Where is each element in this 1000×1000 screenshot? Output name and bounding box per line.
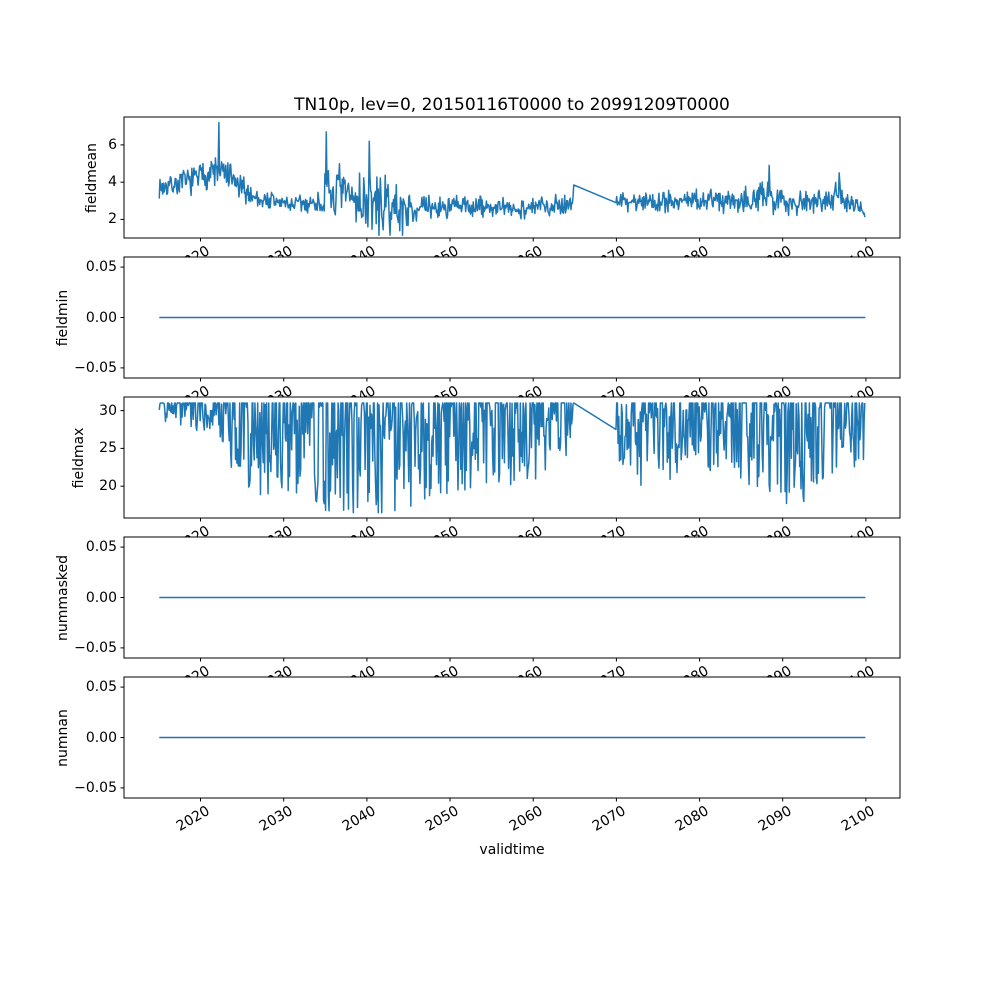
y-tick-label: 0.00	[85, 309, 117, 326]
y-tick-label: 0.00	[85, 729, 117, 746]
y-axis-label-numnan: numnan	[55, 708, 71, 767]
y-tick-label: 0.00	[85, 589, 117, 606]
x-axis-label: validtime	[479, 842, 545, 858]
y-axis-label-fieldmean: fieldmean	[84, 142, 100, 213]
y-tick-label: 30	[99, 402, 117, 419]
y-tick-label: 25	[99, 440, 117, 457]
subplot-fieldmin	[120, 256, 901, 382]
subplot-fieldmean	[120, 116, 901, 242]
subplot-fieldmax	[120, 396, 901, 522]
y-tick-label: −0.05	[74, 639, 117, 656]
subplot-numnan	[120, 676, 901, 802]
y-axis-label-fieldmax: fieldmax	[71, 427, 87, 488]
y-axis-label-fieldmin: fieldmin	[55, 289, 71, 346]
axes-frame	[123, 396, 901, 519]
y-tick-label: 2	[108, 211, 117, 228]
y-tick-label: 20	[99, 478, 117, 495]
y-tick-label: 0.05	[85, 679, 117, 696]
y-tick-label: −0.05	[74, 779, 117, 796]
y-axis-label-nummasked: nummasked	[55, 554, 71, 641]
series-line-fieldmax	[158, 402, 866, 514]
y-tick-label: 0.05	[85, 539, 117, 556]
y-tick-label: 6	[108, 136, 117, 153]
y-tick-label: −0.05	[74, 359, 117, 376]
y-tick-label: 0.05	[85, 259, 117, 276]
axes-frame	[123, 116, 901, 239]
chart-title: TN10p, lev=0, 20150116T0000 to 20991209T…	[294, 95, 730, 115]
subplot-nummasked	[120, 536, 901, 662]
series-line-fieldmean	[158, 121, 866, 236]
y-tick-label: 4	[108, 174, 117, 191]
axes-background	[124, 117, 900, 238]
